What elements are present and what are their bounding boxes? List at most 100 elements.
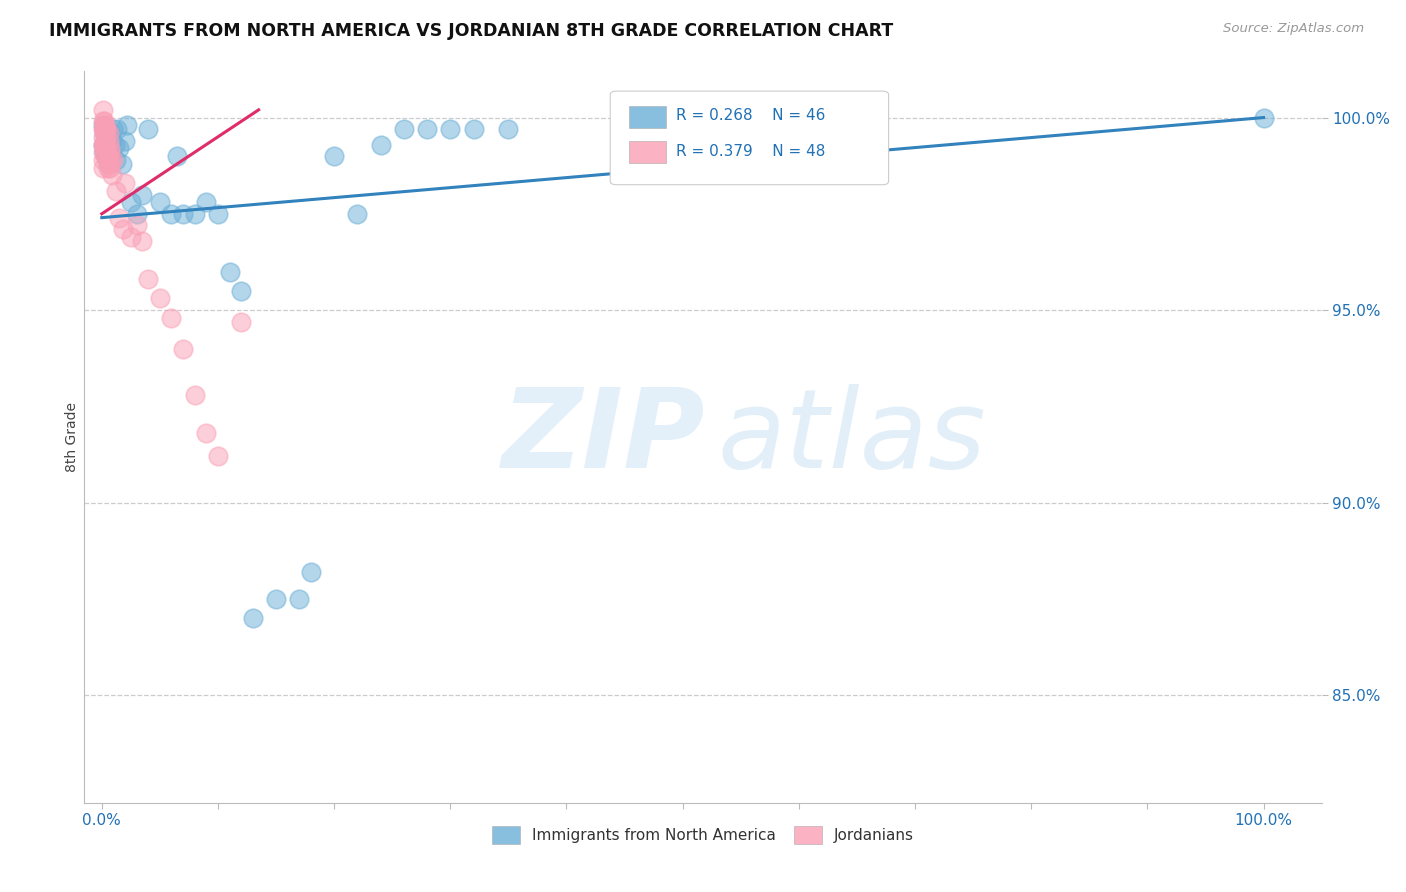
Point (101, 169, 124, 183)
Point (149, 195, 172, 210)
Point (125, 219, 148, 233)
Point (98, 141, 121, 155)
Point (91, 118, 114, 132)
Point (91, 103, 114, 117)
Point (104, 153, 127, 167)
Point (160, 310, 183, 325)
Point (93, 137, 115, 152)
Point (93, 122, 115, 136)
Point (96, 122, 118, 136)
Point (91, 114, 114, 128)
Point (195, 195, 218, 210)
Point (98, 161, 121, 175)
Point (91, 122, 114, 136)
Point (131, 234, 153, 248)
Point (183, 388, 205, 402)
Text: R = 0.379    N = 48: R = 0.379 N = 48 (676, 144, 825, 159)
Point (264, 591, 287, 606)
Point (94, 149, 117, 163)
Point (97, 137, 120, 152)
Point (117, 118, 139, 132)
Point (104, 184, 127, 198)
Point (131, 187, 153, 202)
Point (416, 122, 439, 136)
Point (108, 211, 131, 225)
Point (136, 272, 159, 286)
Point (94, 134, 117, 148)
Point (91, 145, 114, 160)
Point (96, 126, 118, 140)
Point (346, 207, 368, 221)
Point (96, 149, 118, 163)
Point (108, 141, 131, 155)
Point (370, 137, 392, 152)
Point (98, 126, 121, 140)
Legend: Immigrants from North America, Jordanians: Immigrants from North America, Jordanian… (486, 820, 920, 850)
Text: ZIP: ZIP (502, 384, 706, 491)
Point (439, 122, 461, 136)
Point (93, 122, 115, 136)
Point (160, 207, 183, 221)
Point (93, 126, 115, 140)
Point (242, 611, 264, 625)
Point (1253, 111, 1275, 125)
Point (94, 118, 117, 132)
Text: Source: ZipAtlas.com: Source: ZipAtlas.com (1223, 22, 1364, 36)
Point (91, 153, 114, 167)
Point (498, 122, 520, 136)
Text: atlas: atlas (717, 384, 986, 491)
Point (136, 122, 159, 136)
Point (97, 157, 120, 171)
Point (103, 137, 125, 152)
Bar (628, 106, 666, 128)
Point (114, 134, 136, 148)
Y-axis label: 8th Grade: 8th Grade (65, 402, 79, 472)
Point (93, 114, 115, 128)
Point (97, 126, 120, 140)
Point (110, 157, 132, 171)
Point (299, 565, 322, 579)
Point (172, 207, 194, 221)
Point (91, 137, 114, 152)
Point (195, 426, 218, 441)
Point (105, 122, 128, 136)
Point (101, 134, 124, 148)
Point (125, 207, 148, 221)
Point (392, 122, 415, 136)
Text: R = 0.268    N = 46: R = 0.268 N = 46 (676, 109, 825, 123)
Point (218, 264, 240, 278)
Point (97, 161, 120, 175)
Text: IMMIGRANTS FROM NORTH AMERICA VS JORDANIAN 8TH GRADE CORRELATION CHART: IMMIGRANTS FROM NORTH AMERICA VS JORDANI… (49, 22, 893, 40)
Point (231, 315, 253, 329)
Point (323, 149, 346, 163)
Point (97, 149, 120, 163)
Point (288, 591, 311, 606)
Bar (628, 141, 666, 163)
Point (93, 145, 115, 160)
Point (98, 145, 121, 160)
Point (94, 118, 117, 132)
Point (149, 292, 172, 306)
Point (91, 137, 114, 152)
Point (100, 145, 122, 160)
Point (172, 342, 194, 356)
Point (97, 157, 120, 171)
Point (93, 137, 115, 152)
Point (91, 129, 114, 144)
Point (120, 195, 142, 210)
Point (94, 134, 117, 148)
Point (97, 149, 120, 163)
Point (94, 134, 117, 148)
Point (100, 153, 122, 167)
Point (111, 222, 134, 236)
Point (97, 122, 120, 136)
FancyBboxPatch shape (610, 91, 889, 185)
Point (91, 161, 114, 175)
Point (96, 141, 118, 155)
Point (463, 122, 485, 136)
Point (97, 134, 120, 148)
Point (103, 153, 125, 167)
Point (114, 176, 136, 190)
Point (207, 207, 229, 221)
Point (183, 207, 205, 221)
